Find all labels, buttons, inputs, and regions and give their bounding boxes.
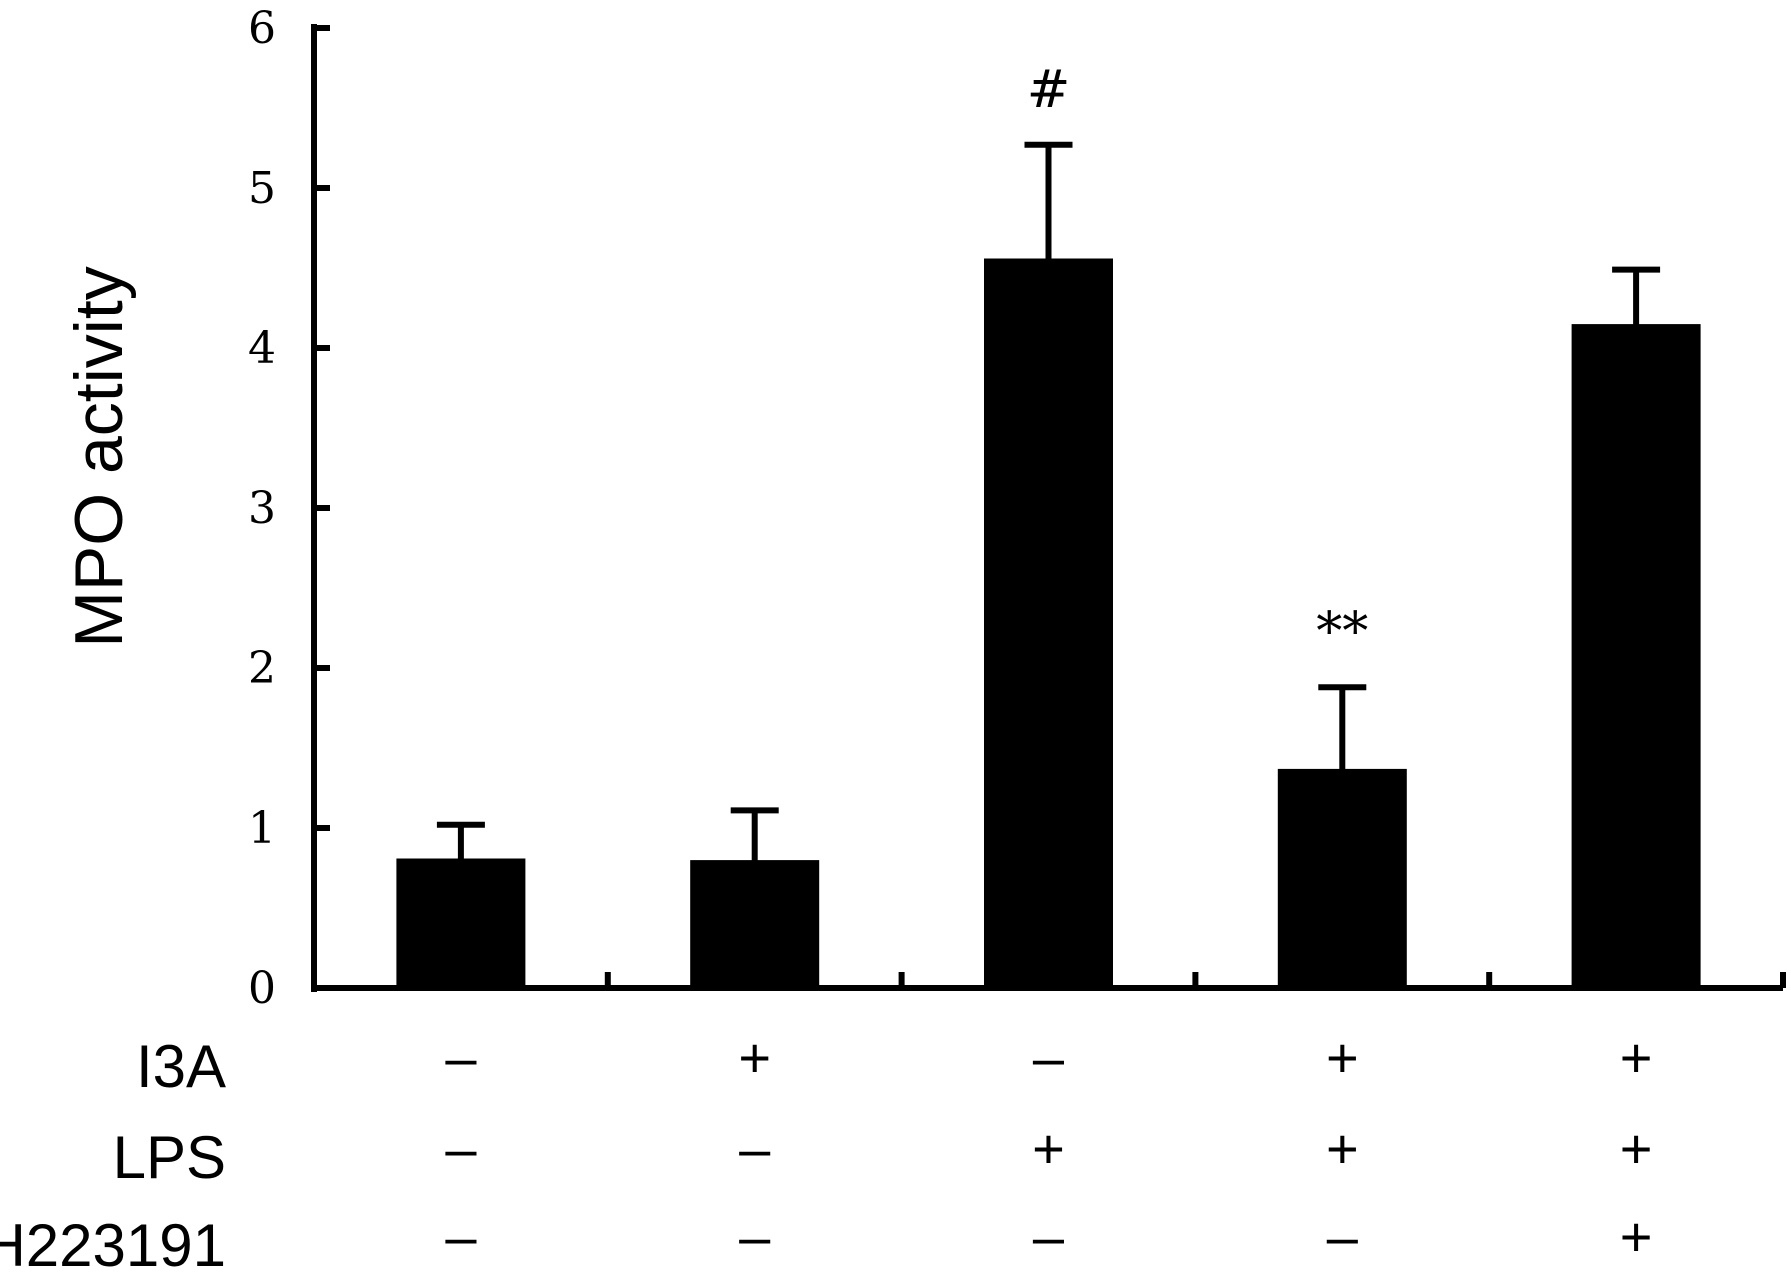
annotations: # **	[1027, 60, 1369, 662]
y-tick-label: 1	[248, 803, 276, 854]
treatment-row-label: CH223191	[0, 1212, 226, 1279]
treatment-sign: –	[1327, 1205, 1359, 1268]
treatment-sign: +	[1326, 1026, 1359, 1089]
y-axis-label: MPO activity	[61, 266, 137, 648]
significance-marker: **	[1316, 602, 1368, 662]
treatment-sign: –	[445, 1117, 477, 1180]
y-axis-ticks: 0 1 2 3 4 5 6	[248, 3, 330, 1014]
treatment-sign: –	[739, 1117, 771, 1180]
y-tick-label: 6	[248, 3, 276, 54]
treatment-sign: –	[445, 1026, 477, 1089]
treatment-sign: –	[1033, 1026, 1065, 1089]
treatment-sign: +	[1032, 1117, 1065, 1180]
bar	[396, 858, 526, 990]
treatment-sign: –	[739, 1205, 771, 1268]
treatment-sign: –	[1033, 1205, 1065, 1268]
treatment-sign: +	[1620, 1026, 1653, 1089]
bar	[1571, 324, 1701, 990]
bar	[984, 258, 1113, 990]
bar	[690, 860, 820, 990]
treatment-rows: I3A – + – + + LPS – – + + + CH223191 – – – – +	[0, 1026, 1652, 1279]
treatment-sign: +	[1326, 1117, 1359, 1180]
y-tick-label: 4	[248, 323, 276, 374]
treatment-sign: +	[1620, 1117, 1653, 1180]
y-tick-label: 5	[248, 163, 276, 214]
bars	[396, 258, 1701, 990]
significance-marker: #	[1027, 60, 1071, 120]
treatment-sign: +	[1620, 1205, 1653, 1268]
treatment-sign: –	[445, 1205, 477, 1268]
error-bars	[436, 141, 1661, 862]
bar	[1277, 768, 1407, 990]
y-tick-label: 0	[248, 963, 276, 1014]
treatment-row-label: I3A	[136, 1033, 226, 1100]
treatment-sign: +	[738, 1026, 771, 1089]
treatment-row-label: LPS	[113, 1124, 226, 1191]
y-tick-label: 2	[248, 643, 276, 694]
y-tick-label: 3	[248, 483, 276, 534]
